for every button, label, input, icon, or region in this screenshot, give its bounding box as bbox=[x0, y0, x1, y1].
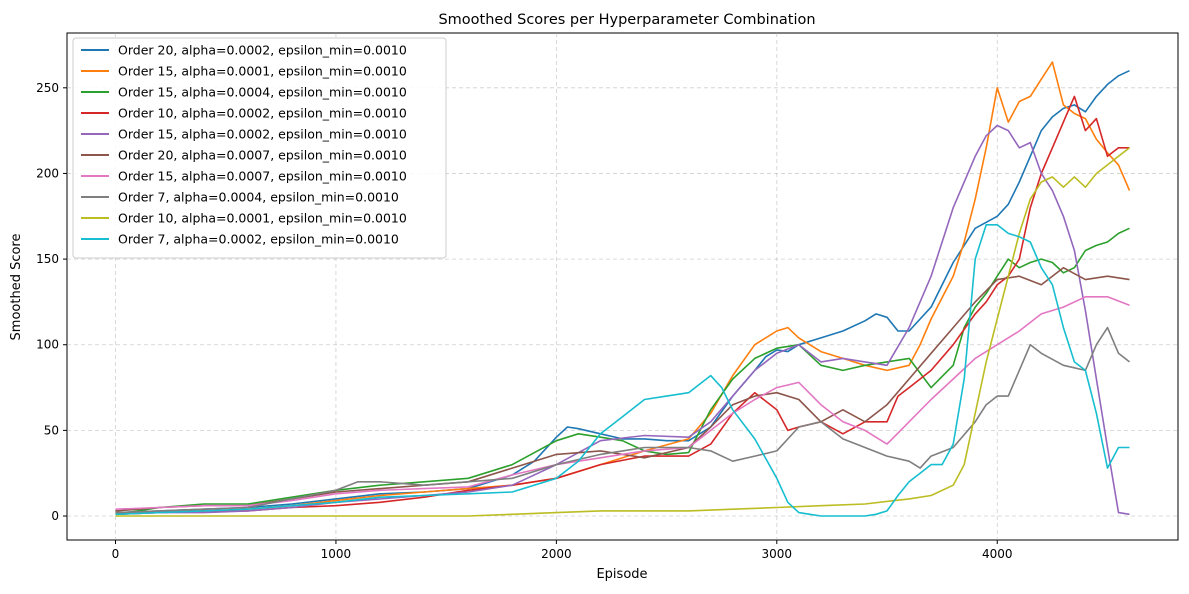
series-line-2 bbox=[115, 61, 1131, 514]
x-tick-label: 3000 bbox=[762, 547, 793, 561]
chart-title: Smoothed Scores per Hyperparameter Combi… bbox=[438, 12, 815, 28]
x-tick-label: 1000 bbox=[321, 547, 352, 561]
legend-label: Order 7, alpha=0.0004, epsilon_min=0.001… bbox=[118, 190, 399, 205]
series-line-7 bbox=[115, 295, 1130, 510]
x-tick-label: 2000 bbox=[541, 547, 572, 561]
y-tick-label: 0 bbox=[51, 509, 59, 523]
y-axis-label: Smoothed Score bbox=[9, 234, 24, 341]
legend-label: Order 7, alpha=0.0002, epsilon_min=0.001… bbox=[118, 232, 399, 247]
series-layer bbox=[115, 61, 1131, 517]
series-line-8 bbox=[115, 326, 1130, 514]
y-tick-label: 250 bbox=[36, 81, 59, 95]
series-line-4 bbox=[115, 95, 1130, 516]
axis-ticks: 0 1000 2000 3000 4000 0 50 100 150 200 250 bbox=[36, 81, 1012, 561]
series-line-3 bbox=[115, 227, 1130, 516]
legend-label: Order 20, alpha=0.0007, epsilon_min=0.00… bbox=[118, 148, 407, 163]
legend-label: Order 20, alpha=0.0002, epsilon_min=0.00… bbox=[118, 43, 407, 58]
legend-label: Order 15, alpha=0.0001, epsilon_min=0.00… bbox=[118, 64, 407, 79]
x-tick-label: 0 bbox=[112, 547, 120, 561]
x-tick-label: 4000 bbox=[982, 547, 1013, 561]
y-tick-label: 150 bbox=[36, 252, 59, 266]
legend-box bbox=[72, 37, 447, 259]
x-axis-label: Episode bbox=[596, 567, 647, 582]
legend-label: Order 10, alpha=0.0001, epsilon_min=0.00… bbox=[118, 211, 407, 226]
legend-label: Order 10, alpha=0.0002, epsilon_min=0.00… bbox=[118, 106, 407, 121]
series-line-9 bbox=[115, 147, 1130, 517]
plot-area bbox=[66, 32, 1179, 541]
legend-label: Order 15, alpha=0.0007, epsilon_min=0.00… bbox=[118, 169, 407, 184]
legend: Order 20, alpha=0.0002, epsilon_min=0.00… bbox=[72, 37, 447, 259]
y-tick-label: 200 bbox=[36, 166, 59, 180]
y-tick-label: 100 bbox=[36, 338, 59, 352]
y-tick-label: 50 bbox=[44, 423, 59, 437]
legend-label: Order 15, alpha=0.0004, epsilon_min=0.00… bbox=[118, 85, 407, 100]
series-line-10 bbox=[115, 224, 1130, 517]
legend-label: Order 15, alpha=0.0002, epsilon_min=0.00… bbox=[118, 127, 407, 142]
